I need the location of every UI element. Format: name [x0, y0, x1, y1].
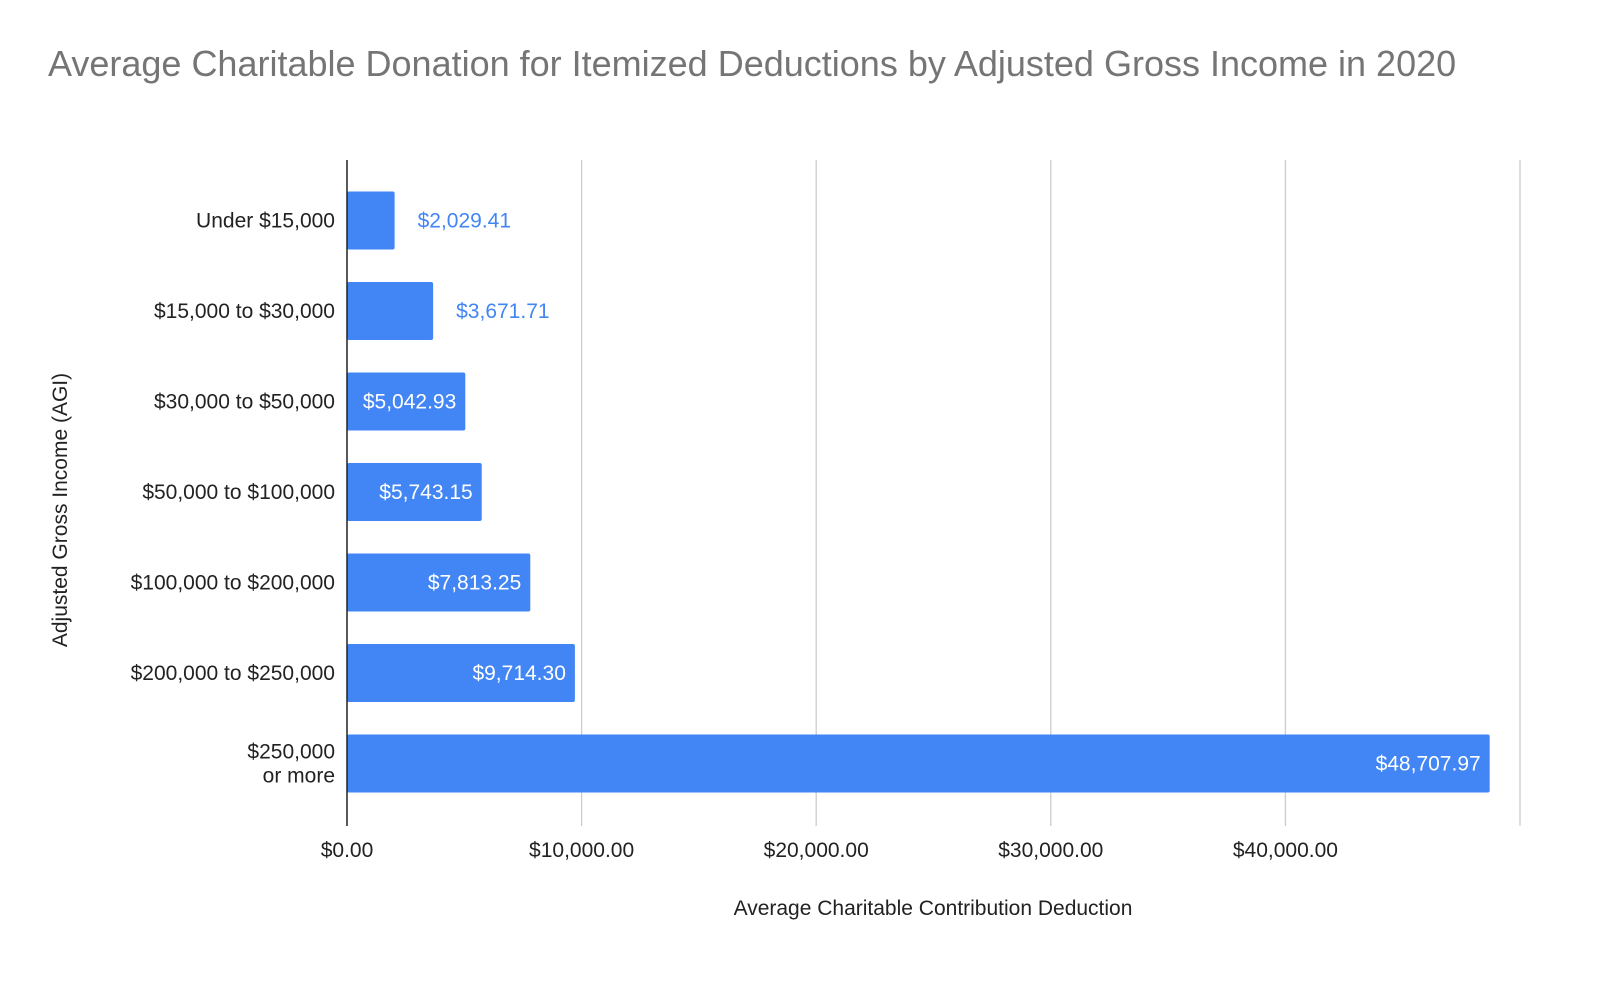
bar [347, 463, 482, 521]
x-tick-labels: $0.00 $10,000.00 $20,000.00 $30,000.00 $40,0… [321, 839, 1338, 862]
bar [347, 644, 575, 702]
data-labels: $2,029.41 $3,671.71 $5,042.93 $5,743.15 $7,8… [363, 210, 1481, 776]
chart-title: Average Charitable Donation for Itemized… [48, 43, 1457, 84]
bar [347, 282, 434, 340]
category-label: $15,000 to $30,000 [154, 300, 335, 323]
data-label: $48,707.97 [1376, 753, 1481, 776]
y-axis-title: Adjusted Gross Income (AGI) [49, 373, 72, 647]
category-label: $50,000 to $100,000 [142, 481, 335, 504]
category-label: or more [263, 765, 335, 788]
bar [347, 734, 1490, 793]
data-label: $9,714.30 [472, 662, 565, 685]
data-label: $3,671.71 [456, 300, 549, 323]
category-label: Under $15,000 [196, 210, 335, 233]
category-label: $100,000 to $200,000 [131, 572, 335, 595]
category-labels: Under $15,000 $15,000 to $30,000 $30,000 t… [131, 210, 335, 788]
data-label: $2,029.41 [418, 210, 511, 233]
bars [347, 191, 1490, 793]
x-tick-label: $0.00 [321, 839, 374, 862]
data-label: $5,042.93 [363, 391, 456, 414]
x-tick-label: $40,000.00 [1233, 839, 1338, 862]
bar [347, 372, 466, 431]
x-axis-title: Average Charitable Contribution Deductio… [734, 897, 1133, 920]
data-label: $5,743.15 [379, 481, 472, 504]
bar [347, 553, 531, 612]
category-label: $250,000 [247, 741, 335, 764]
gridlines [580, 160, 1521, 826]
x-tick-label: $10,000.00 [529, 839, 634, 862]
category-label: $200,000 to $250,000 [131, 662, 335, 685]
category-label: $30,000 to $50,000 [154, 391, 335, 414]
x-tick-label: $30,000.00 [998, 839, 1103, 862]
x-tick-label: $20,000.00 [764, 839, 869, 862]
bar [347, 191, 395, 250]
data-label: $7,813.25 [428, 572, 521, 595]
